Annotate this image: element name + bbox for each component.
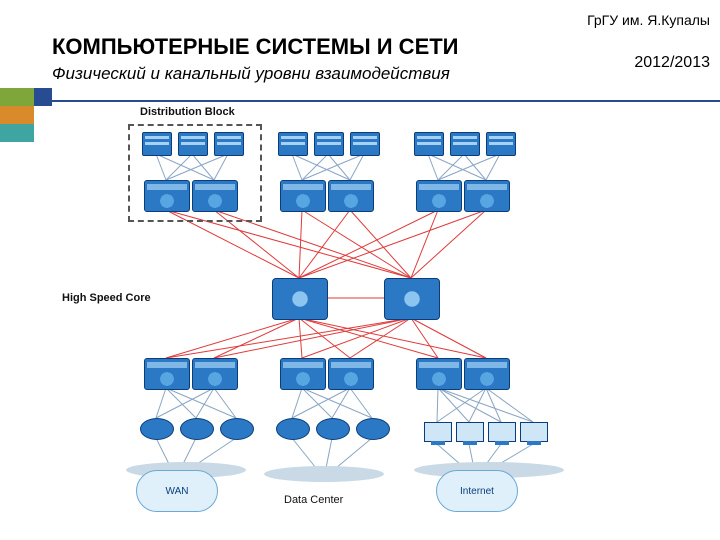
switch-stack-icon [280, 358, 326, 390]
pc-icon [456, 422, 484, 442]
wan-label: WAN [166, 486, 189, 497]
router-icon [276, 418, 310, 440]
ground-shadow [264, 466, 384, 482]
switch-stack-icon [192, 180, 238, 212]
server-icon [486, 132, 516, 156]
datacenter-label: Data Center [284, 494, 343, 506]
dist-block-label: Distribution Block [140, 106, 235, 118]
router-icon [220, 418, 254, 440]
core-switch-icon [272, 278, 328, 320]
pc-icon [520, 422, 548, 442]
switch-stack-icon [192, 358, 238, 390]
slide-header: ГрГУ им. Я.Купалы 2012/2013 КОМПЬЮТЕРНЫЕ… [52, 12, 720, 84]
switch-stack-icon [464, 358, 510, 390]
page-title: КОМПЬЮТЕРНЫЕ СИСТЕМЫ И СЕТИ [52, 34, 720, 60]
accent-tab [0, 124, 34, 142]
internet-label: Internet [460, 486, 494, 497]
server-icon [450, 132, 480, 156]
server-icon [142, 132, 172, 156]
core-label: High Speed Core [62, 292, 151, 304]
wan-cloud: WAN [136, 470, 218, 512]
router-icon [356, 418, 390, 440]
switch-stack-icon [416, 180, 462, 212]
accent-tab [0, 88, 34, 106]
switch-stack-icon [328, 180, 374, 212]
header-rule [34, 100, 720, 102]
router-icon [180, 418, 214, 440]
year-label: 2012/2013 [634, 54, 710, 72]
switch-stack-icon [328, 358, 374, 390]
switch-stack-icon [144, 180, 190, 212]
pc-icon [424, 422, 452, 442]
institution-label: ГрГУ им. Я.Купалы [587, 12, 710, 28]
accent-tab [0, 106, 34, 124]
server-icon [178, 132, 208, 156]
accent-rail [34, 88, 52, 106]
server-icon [214, 132, 244, 156]
switch-stack-icon [144, 358, 190, 390]
switch-stack-icon [280, 180, 326, 212]
server-icon [278, 132, 308, 156]
server-icon [414, 132, 444, 156]
pc-icon [488, 422, 516, 442]
switch-stack-icon [464, 180, 510, 212]
switch-stack-icon [416, 358, 462, 390]
page-subtitle: Физический и канальный уровни взаимодейс… [52, 64, 720, 84]
server-icon [314, 132, 344, 156]
accent-tabs [0, 88, 34, 142]
router-icon [316, 418, 350, 440]
core-switch-icon [384, 278, 440, 320]
server-icon [350, 132, 380, 156]
network-diagram: Distribution Block High Speed Core WAN D… [80, 118, 640, 518]
internet-cloud: Internet [436, 470, 518, 512]
router-icon [140, 418, 174, 440]
